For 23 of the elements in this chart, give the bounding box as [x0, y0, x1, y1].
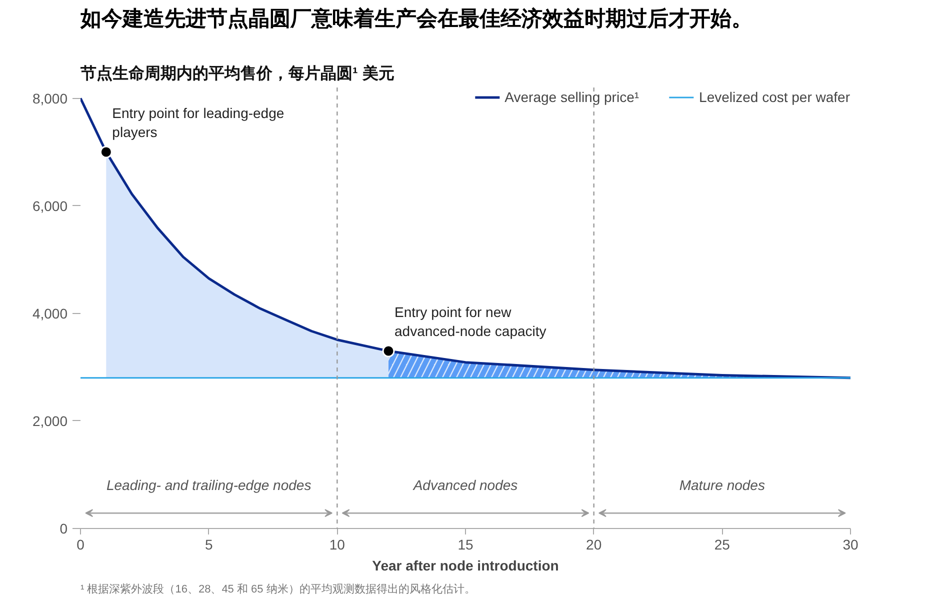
x-tick-label: 5 [204, 536, 213, 552]
x-tick-label: 25 [714, 536, 730, 552]
y-tick-label: 0 [60, 520, 68, 536]
chart-title: 如今建造先进节点晶圆厂意味着生产会在最佳经济效益时期过后才开始。 [80, 6, 752, 30]
y-tick-label: 8,000 [32, 90, 68, 106]
annotation: Entry point for leading-edge players [112, 104, 284, 140]
y-tick-label: 2,000 [32, 412, 68, 429]
annotation: Leading- and trailing-edge nodes [106, 477, 312, 494]
x-tick-label: 0 [76, 536, 85, 552]
legend-label: Levelized cost per wafer [699, 89, 850, 105]
annotation: Mature nodes [679, 477, 765, 494]
x-axis-title: Year after node introduction [372, 558, 559, 574]
x-tick-label: 20 [586, 536, 602, 552]
legend-label: Average selling price¹ [504, 89, 640, 105]
y-tick-label: 4,000 [32, 305, 68, 322]
x-tick-label: 10 [329, 536, 346, 552]
annotation: Entry point for new advanced-node capacity [394, 304, 546, 340]
y-tick-label: 6,000 [32, 198, 68, 214]
chart-subtitle: 节点生命周期内的平均售价，每片晶圆¹ 美元 [80, 64, 394, 82]
text: ¹ 根据深紫外波段（16、28、45 和 65 纳米）的平均观测数据得出的风格化估计。 [80, 582, 476, 596]
annotation: Advanced nodes [412, 477, 518, 494]
x-tick-label: 30 [842, 536, 858, 552]
x-tick-label: 15 [458, 536, 474, 552]
